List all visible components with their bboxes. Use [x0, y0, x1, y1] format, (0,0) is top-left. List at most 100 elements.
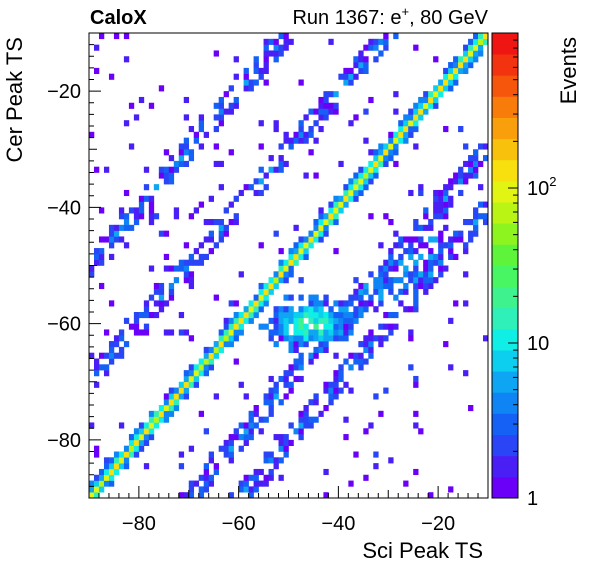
heatmap-cell: [363, 300, 369, 307]
heatmap-cell: [463, 56, 469, 63]
heatmap-cell: [93, 381, 100, 388]
heatmap-cell: [233, 73, 239, 80]
heatmap-cell: [408, 236, 414, 243]
heatmap-cell: [413, 102, 419, 109]
heatmap-cell: [443, 265, 449, 272]
heatmap-cell: [158, 282, 165, 290]
heatmap-cell: [303, 416, 309, 423]
heatmap-cell: [378, 143, 384, 150]
heatmap-cell: [233, 329, 239, 336]
heatmap-cell: [323, 213, 329, 220]
heatmap-cell: [453, 79, 459, 86]
heatmap-cell: [438, 207, 444, 214]
heatmap-cell: [233, 56, 239, 63]
heatmap-cell: [328, 381, 334, 388]
heatmap-cell: [178, 387, 185, 394]
heatmap-cell: [413, 410, 419, 417]
heatmap-cell: [168, 329, 175, 336]
heatmap-cell: [368, 300, 374, 307]
heatmap-cell: [343, 184, 349, 191]
heatmap-cell: [353, 294, 359, 301]
heatmap-cell: [318, 341, 324, 348]
heatmap-cell: [263, 457, 269, 464]
heatmap-cell: [293, 224, 299, 231]
heatmap-cell: [218, 184, 224, 191]
heatmap-cell: [393, 131, 399, 138]
heatmap-cell: [248, 428, 254, 435]
heatmap-cell: [193, 480, 200, 487]
heatmap-cell: [343, 416, 349, 423]
heatmap-cell: [418, 271, 424, 278]
heatmap-cell: [103, 463, 110, 470]
heatmap-cell: [403, 288, 409, 295]
heatmap-cell: [378, 288, 384, 295]
heatmap-cell: [433, 102, 439, 109]
heatmap-cell: [413, 375, 419, 383]
heatmap-cell: [213, 352, 219, 359]
heatmap-cell: [203, 480, 209, 487]
heatmap-cell: [383, 259, 389, 266]
heatmap-cell: [228, 201, 234, 208]
heatmap-cell: [128, 224, 135, 231]
heatmap-cell: [388, 143, 394, 150]
heatmap-cell: [418, 224, 424, 231]
heatmap-cell: [403, 271, 409, 278]
heatmap-cell: [448, 317, 454, 324]
heatmap-cell: [258, 416, 264, 423]
heatmap-cell: [358, 50, 364, 57]
heatmap-cell: [473, 166, 479, 173]
heatmap-cell: [168, 288, 175, 295]
heatmap-cell: [373, 277, 379, 284]
heatmap-cell: [353, 195, 359, 202]
heatmap-cell: [103, 352, 110, 359]
heatmap-cell: [463, 271, 469, 278]
heatmap-cell: [358, 282, 364, 290]
heatmap-cell: [143, 323, 150, 330]
heatmap-cell: [388, 457, 394, 464]
heatmap-cell: [343, 335, 349, 342]
heatmap-cell: [288, 259, 294, 266]
heatmap-cell: [323, 329, 329, 336]
heatmap-cell: [193, 381, 200, 388]
heatmap-cell: [243, 184, 249, 191]
heatmap-cell: [223, 335, 229, 342]
heatmap-cell: [188, 271, 195, 278]
heatmap-cell: [333, 393, 339, 400]
heatmap-cell: [268, 335, 274, 342]
heatmap-cell: [418, 114, 424, 121]
heatmap-cell: [353, 73, 359, 80]
heatmap-cell: [383, 271, 389, 278]
heatmap-cell: [438, 85, 444, 92]
heatmap-cell: [148, 195, 155, 202]
heatmap-cell: [128, 451, 135, 458]
heatmap-cell: [148, 312, 155, 319]
heatmap-cell: [418, 428, 424, 435]
heatmap-cell: [178, 492, 185, 499]
heatmap-cell: [283, 259, 289, 266]
heatmap-cell: [93, 253, 100, 260]
heatmap-cell: [253, 480, 259, 487]
color-bar-segment: [492, 54, 518, 76]
heatmap-cell: [263, 56, 269, 63]
heatmap-cell: [288, 381, 294, 388]
heatmap-cell: [238, 329, 244, 336]
heatmap-cell: [458, 126, 464, 133]
heatmap-cell: [288, 306, 294, 313]
heatmap-cell: [328, 91, 334, 98]
heatmap-cell: [223, 224, 229, 231]
heatmap-cell: [283, 306, 289, 313]
heatmap-cell: [358, 294, 364, 301]
heatmap-cell: [348, 120, 354, 127]
heatmap-cell: [328, 108, 334, 115]
heatmap-cell: [208, 219, 214, 226]
heatmap-cell: [293, 259, 299, 266]
heatmap-cell: [328, 387, 334, 394]
heatmap-cell: [433, 195, 439, 202]
heatmap-cell: [363, 306, 369, 313]
heatmap-cell: [128, 323, 135, 330]
heatmap-cell: [263, 474, 269, 481]
heatmap-cell: [463, 172, 469, 179]
heatmap-cell: [383, 44, 389, 51]
heatmap-cell: [378, 294, 384, 301]
heatmap-cell: [243, 79, 249, 86]
